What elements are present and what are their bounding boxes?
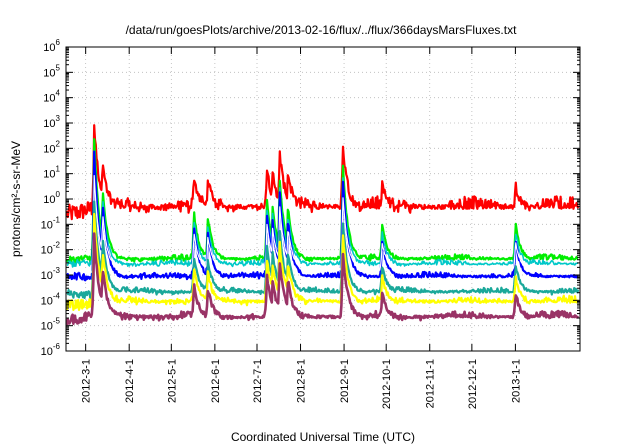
x-tick-label: 2012-5-1 bbox=[166, 359, 178, 403]
x-tick-label: 2012-12-1 bbox=[467, 359, 479, 409]
x-tick-label: 2012-11-1 bbox=[425, 359, 437, 408]
x-tick-label: 2012-7-1 bbox=[252, 359, 264, 403]
y-tick-label: 106 bbox=[43, 38, 60, 54]
x-tick-label: 2013-1-1 bbox=[510, 359, 522, 403]
x-tick-label: 2012-3-1 bbox=[81, 359, 93, 403]
x-axis-labels: 2012-3-1 2012-4-1 2012-5-1 2012-6-1 2012-7-1… bbox=[81, 359, 523, 409]
y-tick-label: 101 bbox=[43, 165, 60, 181]
y-tick-label: 102 bbox=[43, 139, 60, 155]
axis-ticks bbox=[66, 46, 580, 352]
x-axis-title: Coordinated Universal Time (UTC) bbox=[231, 430, 415, 444]
series-line bbox=[66, 150, 579, 268]
grid bbox=[66, 47, 580, 351]
x-tick-label: 2012-8-1 bbox=[296, 359, 308, 403]
x-tick-label: 2012-10-1 bbox=[381, 359, 393, 409]
y-tick-label: 10-1 bbox=[41, 215, 61, 231]
y-tick-label: 10-3 bbox=[41, 266, 61, 282]
series-line bbox=[66, 150, 579, 282]
y-axis-labels: 10-6 10-5 10-4 10-3 10-2 10-1 100 101 102 103 104 1… bbox=[41, 38, 61, 358]
x-tick-label: 2012-6-1 bbox=[210, 359, 222, 403]
series-line bbox=[65, 232, 580, 326]
y-tick-label: 10-6 bbox=[41, 342, 61, 358]
y-tick-label: 103 bbox=[43, 114, 60, 130]
y-axis-title: protons/cm²-s-sr-MeV bbox=[9, 141, 23, 257]
y-tick-label: 104 bbox=[43, 89, 60, 105]
y-tick-label: 10-5 bbox=[41, 317, 61, 333]
y-tick-label: 105 bbox=[43, 63, 60, 79]
data-series bbox=[65, 124, 580, 326]
series-line bbox=[65, 138, 579, 265]
y-tick-label: 100 bbox=[43, 190, 60, 206]
y-tick-label: 10-2 bbox=[41, 241, 61, 257]
series-line bbox=[66, 200, 580, 299]
x-tick-label: 2012-9-1 bbox=[339, 359, 351, 403]
y-tick-label: 10-4 bbox=[41, 291, 61, 307]
series-line bbox=[65, 212, 579, 311]
series-line bbox=[65, 124, 580, 221]
chart-title: /data/run/goesPlots/archive/2013-02-16/f… bbox=[126, 23, 518, 37]
series-line bbox=[66, 175, 579, 274]
x-tick-label: 2012-4-1 bbox=[124, 359, 136, 403]
